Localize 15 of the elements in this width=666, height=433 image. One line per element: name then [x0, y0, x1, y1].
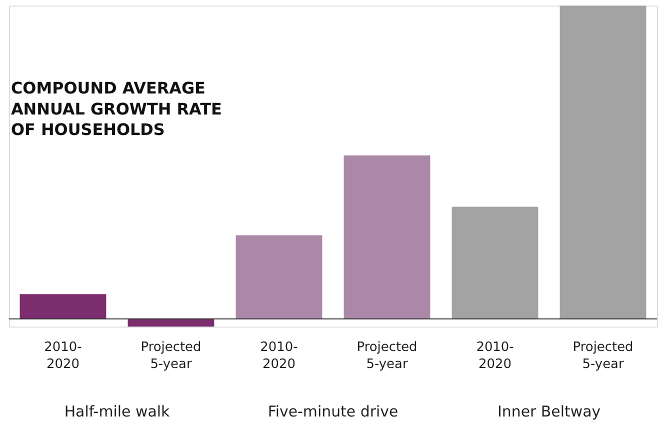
bar [236, 235, 322, 319]
x-tick-label: 2010- 2020 [260, 340, 298, 372]
x-tick-label: 2010- 2020 [476, 340, 514, 372]
text: Inner Beltway [497, 402, 601, 420]
x-tick-label: Projected 5-year [572, 340, 634, 372]
text: Half-mile walk [64, 402, 170, 420]
text: Five-minute drive [268, 402, 398, 420]
x-tick-label: 2010- 2020 [44, 340, 82, 372]
bar [344, 155, 430, 319]
x-tick-label: Projected 5-year [140, 340, 202, 372]
bar [452, 206, 538, 319]
text: COMPOUND AVERAGE ANNUAL GROWTH RATE OF HOUSEHOLDS [10, 78, 222, 140]
bar [20, 294, 106, 319]
bar [560, 6, 646, 319]
x-tick-label: Projected 5-year [356, 340, 418, 372]
